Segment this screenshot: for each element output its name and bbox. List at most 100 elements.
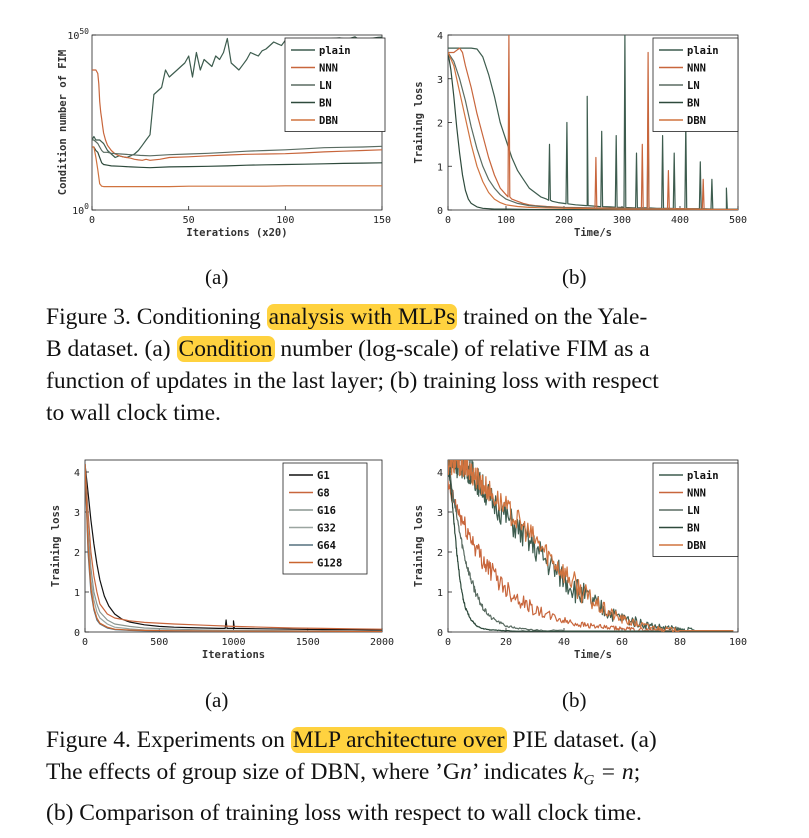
legend-label-dbn: DBN <box>687 115 706 127</box>
y-tick-label: 4 <box>74 468 80 479</box>
fig4a-plot: 0 500 1000 1500 2000 0 1 2 3 4 Iterations Training … <box>40 455 394 675</box>
series-line-g8 <box>85 463 382 630</box>
legend-label-g8: G8 <box>317 488 330 500</box>
figure4-caption: Figure 4. Experiments on MLP architectur… <box>46 724 781 829</box>
legend: plain NNN LN BN DBN <box>652 462 739 557</box>
y-axis-label: Condition number of FIM <box>57 50 69 195</box>
legend-label-dbn: DBN <box>687 540 706 552</box>
legend-label-g32: G32 <box>317 523 336 535</box>
y-tick-label: 1 <box>74 588 80 599</box>
y-tick-label: 1 <box>437 162 443 173</box>
x-tick-label: 100 <box>276 215 294 226</box>
x-axis-label: Time/s <box>574 227 612 239</box>
series-line-bn <box>92 146 382 169</box>
legend-label-ln: LN <box>687 505 700 517</box>
legend-label-nnn: NNN <box>687 488 706 500</box>
x-tick-label: 500 <box>729 215 747 226</box>
x-tick-label: 1500 <box>296 637 320 648</box>
series-line-dbn <box>448 52 738 210</box>
figure3-caption: Figure 3. Conditioning analysis with MLP… <box>46 301 781 429</box>
x-tick-label: 0 <box>445 637 451 648</box>
x-axis-label: Time/s <box>574 649 612 661</box>
figure4-caption-text: (b) Comparison of training loss with res… <box>46 799 642 826</box>
x-axis-label: Iterations (x20) <box>186 227 287 239</box>
series-group <box>448 35 738 210</box>
figure4-caption-text: PIE dataset. (a) <box>506 727 657 753</box>
fig3b-plot: 0 100 200 300 400 500 0 1 2 3 4 Time/s Training loss… <box>410 30 750 250</box>
fig4-sublabel-b: (b) <box>562 688 587 712</box>
legend-box <box>282 462 368 575</box>
x-tick-label: 50 <box>183 215 195 226</box>
figure3-caption-highlight: Condition <box>176 336 275 362</box>
fig4-sublabel-a: (a) <box>205 688 229 712</box>
figure3-caption-line: Figure 3. Conditioning analysis with MLP… <box>46 301 781 333</box>
figure4-caption-line: The effects of group size of DBN, where … <box>46 756 781 797</box>
y-tick-label: 1050 <box>67 27 89 42</box>
figure4-caption-highlight: MLP architecture over <box>290 727 507 753</box>
fig3a-plot: 0 50 100 150 100 1050 Iterations (x20) Conditio… <box>40 27 391 250</box>
x-tick-label: 2000 <box>370 637 394 648</box>
x-tick-label: 0 <box>89 215 95 226</box>
x-tick-label: 60 <box>616 637 628 648</box>
series-line-nnn <box>92 69 382 161</box>
y-tick-label: 0 <box>437 628 443 639</box>
fig3-sublabel-b: (b) <box>562 265 587 289</box>
fig4a-chart: 0 500 1000 1500 2000 0 1 2 3 4 Iterations Training … <box>50 459 394 661</box>
x-tick-label: 500 <box>150 637 168 648</box>
figure4-caption-text: The effects of group size of DBN, where … <box>46 759 460 785</box>
x-tick-label: 100 <box>497 215 515 226</box>
x-tick-label: 80 <box>674 637 686 648</box>
y-tick-label: 1 <box>437 588 443 599</box>
series-line-g128 <box>85 463 382 632</box>
series-line-ln <box>92 139 382 157</box>
x-tick-label: 100 <box>729 637 747 648</box>
series-line-dbn <box>448 460 734 632</box>
x-tick-label: 0 <box>82 637 88 648</box>
figure3-caption-text: number (log-scale) of relative FIM as a <box>274 336 650 362</box>
series-line-g1 <box>85 463 382 631</box>
legend-label-plain: plain <box>687 470 719 482</box>
x-tick-label: 200 <box>555 215 573 226</box>
figure3-caption-text: to wall clock time. <box>46 400 221 426</box>
figure4-caption-text: ’ indicates <box>471 759 574 785</box>
y-tick-label: 2 <box>437 548 443 559</box>
y-tick-label: 4 <box>437 31 443 42</box>
y-tick-label: 3 <box>74 508 80 519</box>
figure4-caption-math-sub: G <box>583 772 595 789</box>
legend: plain NNN LN BN DBN <box>652 37 739 132</box>
y-tick-label: 3 <box>437 508 443 519</box>
legend-label-ln: LN <box>687 80 700 92</box>
legend-label-g128: G128 <box>317 558 342 570</box>
y-tick-label: 3 <box>437 75 443 86</box>
series-group <box>85 463 382 632</box>
legend-label-nnn: NNN <box>687 63 706 75</box>
legend: plain NNN LN BN DBN <box>284 37 386 132</box>
legend-label-dbn: DBN <box>319 115 338 127</box>
legend-label-plain: plain <box>687 45 719 57</box>
legend-label-g16: G16 <box>317 505 336 517</box>
y-tick-label: 2 <box>74 548 80 559</box>
x-tick-label: 1000 <box>221 637 245 648</box>
figure4-caption-math: = n <box>594 759 634 785</box>
series-line-dbn <box>92 146 382 188</box>
x-axis-label: Iterations <box>202 649 265 661</box>
series-group <box>448 460 734 632</box>
y-tick-label: 4 <box>437 468 443 479</box>
x-tick-label: 40 <box>558 637 570 648</box>
figure4-caption-text: ; <box>633 759 641 785</box>
x-tick-label: 20 <box>500 637 512 648</box>
fig3-sublabel-a: (a) <box>205 265 229 289</box>
x-tick-label: 0 <box>445 215 451 226</box>
series-line-g16 <box>85 463 382 632</box>
fig3b-chart: 0 100 200 300 400 500 0 1 2 3 4 Time/s Training loss… <box>413 31 747 239</box>
legend: G1 G8 G16 G32 G64 G128 <box>282 462 368 575</box>
y-tick-label: 0 <box>437 206 443 217</box>
series-line-bn <box>448 464 734 632</box>
y-tick-label: 100 <box>72 202 89 217</box>
figure4-caption-math: n <box>459 759 472 785</box>
legend-label-g1: G1 <box>317 470 330 482</box>
legend-label-bn: BN <box>319 98 332 110</box>
legend-label-nnn: NNN <box>319 63 338 75</box>
figure3-caption-text: function of updates in the last layer; (… <box>46 368 659 394</box>
legend-label-g64: G64 <box>317 540 336 552</box>
